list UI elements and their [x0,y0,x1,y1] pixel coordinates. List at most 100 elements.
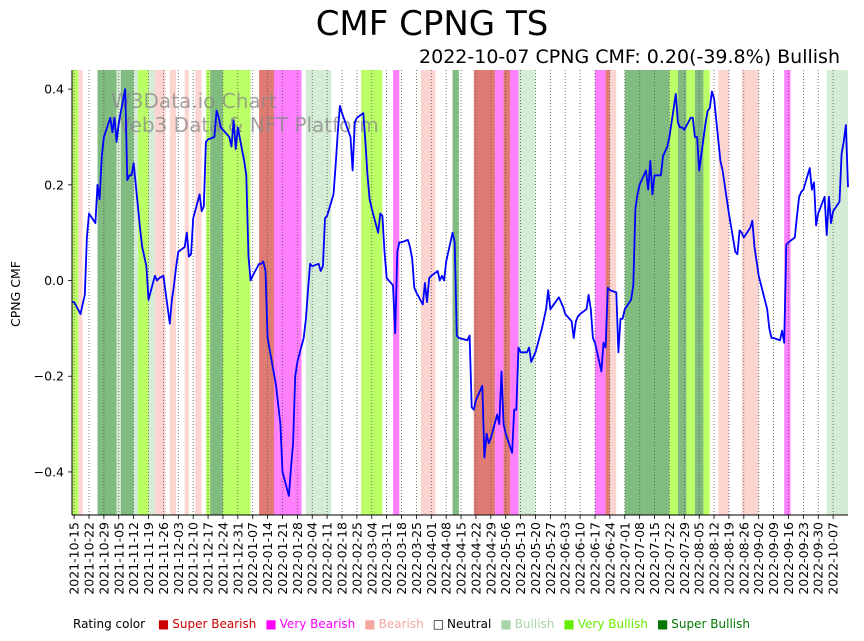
rating-band [120,70,134,515]
rating-band [777,70,785,515]
rating-band [624,70,644,515]
y-tick-label: 0.2 [44,177,64,192]
x-tick-label: 2022-09-30 [811,522,826,595]
x-tick-label: 2022-07-15 [647,522,662,595]
rating-band [301,70,306,515]
x-tick-label: 2022-04-15 [454,522,469,595]
rating-band [518,70,536,515]
rating-band [273,70,279,515]
legend-item: ■ Bullish [500,617,554,631]
rating-band [222,70,234,515]
x-tick-label: 2022-05-06 [498,522,513,595]
x-tick-label: 2021-10-22 [82,522,97,595]
x-tick-label: 2021-10-15 [67,522,82,595]
y-tick-label: −0.4 [34,464,64,479]
x-tick-label: 2022-01-07 [245,522,260,595]
chart-title: CMF CPNG TS [315,4,549,44]
rating-band [741,70,759,515]
x-tick-label: 2022-05-20 [528,522,543,595]
x-tick-label: 2021-12-17 [201,522,216,595]
legend-swatch-icon: ■ [265,617,277,631]
legend-label: Bearish [378,617,424,631]
rating-band [210,70,223,515]
rating-band [799,70,814,515]
x-tick-label: 2022-06-10 [573,522,588,595]
legend-swatch-icon: ■ [500,617,512,631]
x-tick-label: 2022-09-02 [751,522,766,595]
x-tick-label: 2021-11-26 [156,522,171,595]
rating-band [643,70,670,515]
legend-label: Very Bullish [577,617,648,631]
rating-band [405,70,421,515]
legend-item: ■ Bearish [364,617,423,631]
axes [71,70,848,516]
x-tick-label: 2021-10-29 [96,522,111,595]
x-tick-label: 2021-12-10 [186,522,201,595]
legend-swatch-icon: □ [432,617,445,631]
x-tick-label: 2022-05-13 [513,522,528,595]
legend-swatch-icon: ■ [563,617,575,631]
x-tick-label: 2021-11-19 [141,522,156,595]
rating-band [86,70,96,515]
x-tick-label: 2022-05-27 [543,522,558,595]
x-tick-label: 2022-03-25 [409,522,424,595]
rating-band [813,70,821,515]
rating-band [176,70,183,515]
rating-band [728,70,742,515]
rating-band [242,70,251,515]
rating-band [399,70,406,515]
x-tick-label: 2022-06-03 [558,522,573,595]
legend: Rating color ■ Super Bearish ■ Very Bearish… [73,617,750,631]
x-tick-label: 2021-12-31 [230,522,245,595]
rating-band [382,70,394,515]
y-axis-label: CPNG CMF [8,261,23,327]
rating-band [718,70,729,515]
cmf-series [72,88,849,497]
x-tick-label: 2022-01-28 [290,522,305,595]
rating-band [495,70,504,515]
rating-band [703,70,710,515]
y-tick-label: −0.2 [34,369,64,384]
cmf-line [72,88,849,497]
rating-band [473,70,496,515]
rating-band [595,70,606,515]
rating-band [669,70,678,515]
rating-band [560,70,574,515]
legend-label: Super Bullish [671,617,750,631]
x-tick-label: 2021-11-12 [126,522,141,595]
y-ticks: 0.4 0.2 0.0 −0.2 −0.4 [34,82,72,479]
x-tick-label: 2022-01-21 [275,522,290,595]
x-tick-label: 2022-10-07 [826,522,841,595]
x-tick-label: 2022-06-24 [602,522,617,595]
rating-band [573,70,589,515]
rating-band [771,70,778,515]
x-tick-label: 2021-11-05 [111,522,126,595]
x-grid [73,70,834,515]
legend-label: Neutral [447,617,492,631]
x-tick-label: 2022-08-19 [721,522,736,595]
x-tick-label: 2022-08-12 [707,522,722,595]
rating-band [278,70,294,515]
rating-band [361,70,366,515]
legend-item: ■ Very Bullish [563,617,648,631]
rating-band [165,70,170,515]
rating-band [609,70,617,515]
legend-item: ■ Super Bearish [158,617,256,631]
x-tick-label: 2022-09-09 [766,522,781,595]
legend-item: □ Neutral [433,617,492,631]
rating-band [72,70,79,515]
rating-band [677,70,687,515]
x-tick-label: 2022-04-29 [483,522,498,595]
x-tick-label: 2022-03-18 [394,522,409,595]
x-tick-label: 2022-07-01 [617,522,632,595]
x-tick-label: 2022-04-22 [468,522,483,595]
x-tick-label: 2022-03-04 [364,522,379,595]
rating-band [826,70,848,515]
x-tick-label: 2022-01-14 [260,522,275,595]
y-tick-label: 0.0 [44,273,64,288]
rating-band [195,70,202,515]
x-tick-label: 2022-02-04 [305,522,320,595]
rating-band [154,70,166,515]
